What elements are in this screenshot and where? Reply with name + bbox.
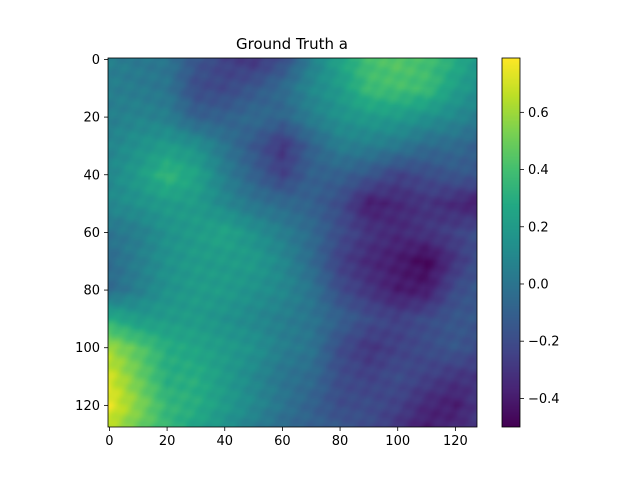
colorbar-tick-label: 0.6 [528,106,549,121]
x-tick-label: 40 [216,434,233,449]
y-tick-label: 120 [75,399,100,414]
heatmap-plot-area [107,57,478,428]
chart-title: Ground Truth a [236,35,348,53]
y-tick-label: 100 [75,341,100,356]
y-tick-label: 60 [83,226,100,241]
heatmap-image [108,58,477,427]
colorbar-frame [501,57,521,428]
colorbar-tick-label: −0.2 [528,335,560,350]
heatmap-frame [107,57,478,428]
x-tick-label: 120 [443,434,468,449]
x-tick-label: 60 [274,434,291,449]
colorbar-ticks: −0.4 −0.2 0.0 0.2 0.4 0.6 [520,106,560,407]
x-tick-label: 20 [159,434,176,449]
colorbar: −0.4 −0.2 0.0 0.2 0.4 0.6 [501,57,560,428]
y-tick-label: 40 [83,168,100,183]
colorbar-tick-label: 0.4 [528,163,549,178]
colorbar-tick-label: −0.4 [528,392,560,407]
x-tick-label: 0 [105,434,113,449]
y-tick-label: 0 [92,53,100,68]
colorbar-gradient [502,58,520,427]
y-tick-label: 20 [83,111,100,126]
x-axis: 0 20 40 60 80 100 120 [105,427,468,449]
x-tick-label: 80 [332,434,349,449]
y-axis: 0 20 40 60 80 100 120 [75,53,108,414]
colorbar-tick-label: 0.2 [528,220,549,235]
colorbar-tick-label: 0.0 [528,277,549,292]
x-tick-label: 100 [385,434,410,449]
y-tick-label: 80 [83,284,100,299]
